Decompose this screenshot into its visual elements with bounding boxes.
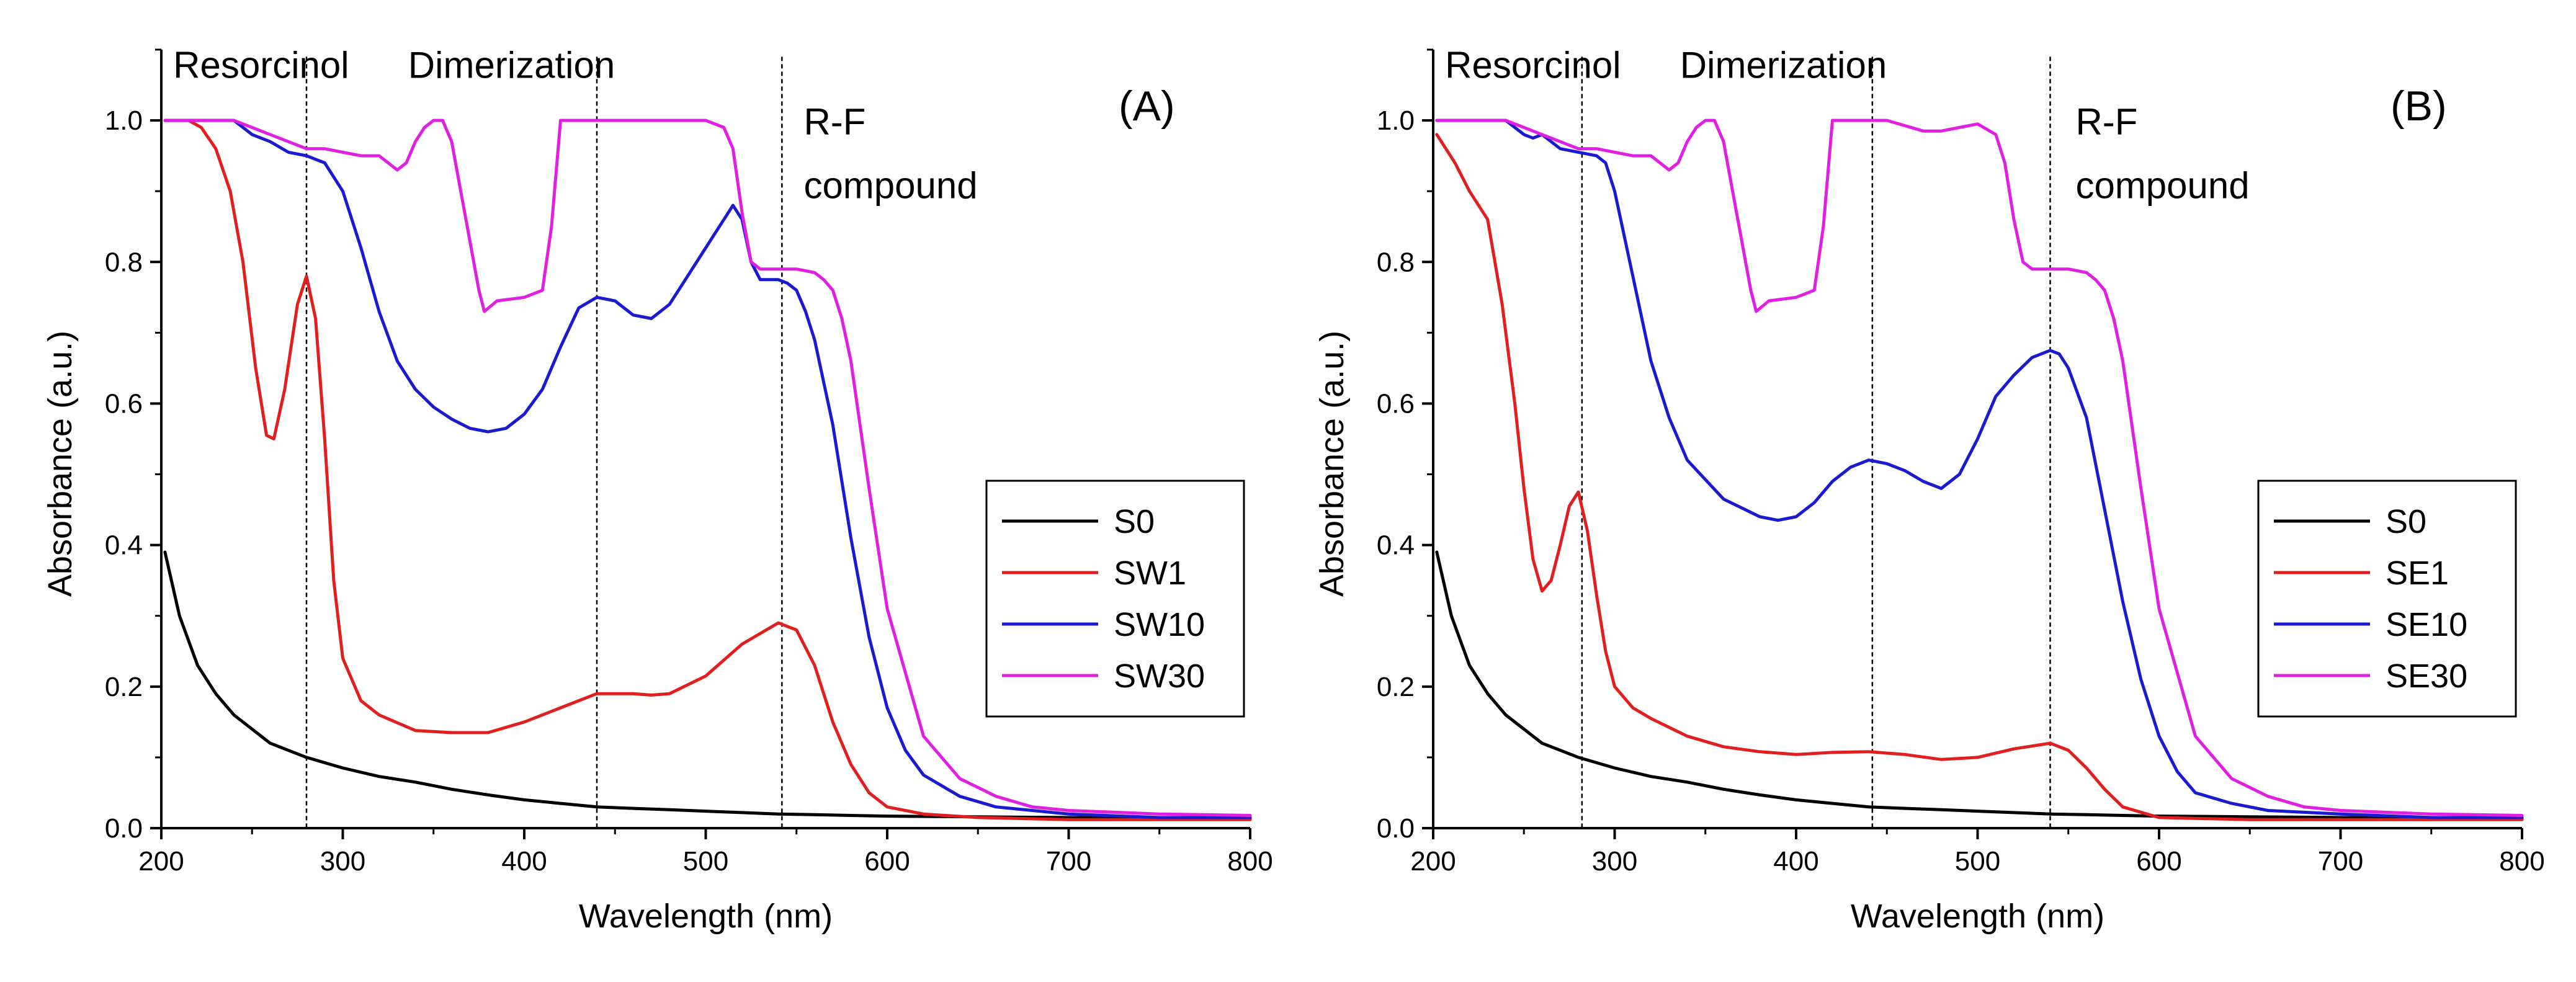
x-tick-label: 400 <box>501 846 547 877</box>
panel-label: (A) <box>1119 83 1175 130</box>
y-tick-label: 0.8 <box>1377 247 1415 277</box>
y-axis-label: Absorbance (a.u.) <box>1313 331 1351 597</box>
series-line-s0 <box>163 550 1252 820</box>
annotation-r-f: R-F <box>2075 101 2137 143</box>
annotation-dimerization: Dimerization <box>1680 45 1887 86</box>
y-axis-label: Absorbance (a.u.) <box>42 331 79 597</box>
x-tick-label: 200 <box>138 846 184 877</box>
x-tick-label: 800 <box>1227 846 1272 877</box>
y-tick-label: 0.2 <box>105 672 143 702</box>
legend-label-s0: S0 <box>1114 503 1155 540</box>
series-line-sw30 <box>163 118 1252 817</box>
legend-label-sw10: SW10 <box>1114 606 1205 643</box>
series-line-se1 <box>1435 133 2524 821</box>
x-tick-label: 300 <box>320 846 365 877</box>
annotation-compound: compound <box>2075 165 2249 207</box>
x-axis-label: Wavelength (nm) <box>1851 898 2104 935</box>
legend-label-se10: SE10 <box>2386 606 2467 643</box>
x-tick-label: 300 <box>1592 846 1637 877</box>
series-line-s0 <box>1435 550 2524 820</box>
y-tick-label: 0.6 <box>105 388 143 419</box>
legend-label-se30: SE30 <box>2386 658 2467 695</box>
x-tick-label: 600 <box>864 846 910 877</box>
legend-label-se1: SE1 <box>2386 555 2449 592</box>
legend-label-s0: S0 <box>2386 503 2426 540</box>
annotation-resorcinol: Resorcinol <box>173 45 349 86</box>
x-axis-label: Wavelength (nm) <box>579 898 833 935</box>
annotation-r-f: R-F <box>803 101 865 143</box>
x-tick-label: 700 <box>2318 846 2363 877</box>
x-tick-label: 800 <box>2499 846 2544 877</box>
x-tick-label: 700 <box>1046 846 1091 877</box>
annotation-resorcinol: Resorcinol <box>1445 45 1621 86</box>
y-tick-label: 0.8 <box>105 247 143 277</box>
y-tick-label: 1.0 <box>1377 105 1415 136</box>
annotation-dimerization: Dimerization <box>408 45 615 86</box>
y-tick-label: 0.0 <box>105 813 143 844</box>
x-tick-label: 500 <box>683 846 728 877</box>
x-tick-label: 600 <box>2136 846 2181 877</box>
x-tick-label: 400 <box>1773 846 1818 877</box>
panel-label: (B) <box>2390 83 2447 130</box>
y-tick-label: 0.4 <box>1377 530 1415 561</box>
x-tick-label: 500 <box>1955 846 2000 877</box>
series-line-sw10 <box>163 118 1252 819</box>
y-tick-label: 0.4 <box>105 530 143 561</box>
series-line-sw1 <box>163 118 1252 821</box>
y-tick-label: 0.0 <box>1377 813 1415 844</box>
y-tick-label: 1.0 <box>105 105 143 136</box>
legend-label-sw30: SW30 <box>1114 658 1205 695</box>
series-line-se10 <box>1435 118 2524 819</box>
x-tick-label: 200 <box>1410 846 1456 877</box>
y-tick-label: 0.2 <box>1377 672 1415 702</box>
y-tick-label: 0.6 <box>1377 388 1415 419</box>
annotation-compound: compound <box>803 165 977 207</box>
series-line-se30 <box>1435 118 2524 817</box>
legend-label-sw1: SW1 <box>1114 555 1186 592</box>
